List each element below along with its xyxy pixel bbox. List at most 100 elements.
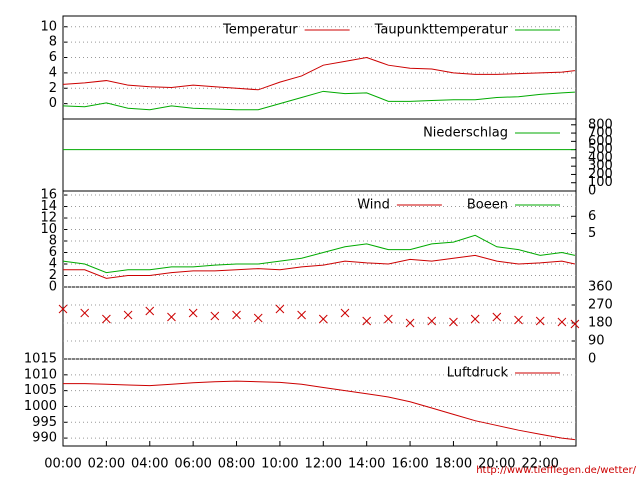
x-tick-label: 08:00: [218, 457, 255, 472]
x-tick-label: 00:00: [44, 457, 81, 472]
direction-point: [210, 311, 220, 321]
direction-point: [102, 314, 111, 324]
y2-tick-label: 90: [588, 334, 605, 349]
y-tick-label: 8: [49, 234, 57, 249]
direction-cross: [492, 312, 502, 322]
direction-point: [427, 316, 437, 326]
y-tick-label: 10: [40, 222, 57, 237]
direction-point: [232, 310, 241, 320]
series-line: [62, 56, 575, 91]
y2-tick-label: 0: [588, 352, 596, 367]
direction-cross: [384, 314, 393, 324]
direction-point: [275, 304, 285, 314]
y2-tick-label: 360: [588, 280, 613, 295]
y2-tick-label: 200: [588, 167, 613, 182]
direction-point: [58, 304, 68, 314]
series-line: [62, 90, 575, 111]
direction-cross: [145, 306, 155, 316]
direction-cross: [535, 316, 545, 326]
direction-point: [123, 310, 133, 320]
y-tick-label: 2: [49, 268, 57, 283]
direction-point: [570, 319, 580, 329]
direction-point: [449, 317, 458, 327]
direction-cross: [405, 318, 415, 328]
direction-point: [405, 318, 415, 328]
y-tick-label: 12: [40, 211, 57, 226]
x-tick-label: 14:00: [348, 457, 385, 472]
legend-label: Boeen: [467, 198, 508, 213]
y-tick-label: 1015: [24, 352, 57, 367]
direction-point: [492, 312, 502, 322]
direction-cross: [557, 317, 567, 327]
direction-point: [557, 317, 567, 327]
x-tick-label: 12:00: [305, 457, 342, 472]
x-tick-label: 18:00: [435, 457, 472, 472]
y-tick-label: 6: [49, 245, 57, 260]
direction-point: [145, 306, 155, 316]
direction-cross: [362, 316, 372, 326]
y-tick-label: 995: [32, 415, 57, 430]
x-tick-label: 10:00: [261, 457, 298, 472]
series-line: [63, 380, 575, 441]
direction-cross: [80, 308, 90, 318]
x-tick-label: 22:00: [521, 457, 558, 472]
legend-label: Wind: [357, 198, 390, 213]
legend-label: Temperatur: [222, 23, 298, 38]
direction-point: [470, 314, 480, 324]
x-tick-label: 16:00: [391, 457, 428, 472]
direction-point: [514, 315, 523, 325]
y-tick-label: 14: [40, 199, 57, 214]
y-tick-label: 1005: [24, 383, 57, 398]
y-tick-label: 1000: [24, 399, 57, 414]
direction-cross: [58, 304, 68, 314]
direction-point: [167, 312, 176, 322]
direction-cross: [514, 315, 523, 325]
direction-point: [80, 308, 90, 318]
y2-tick-label: 5: [588, 226, 596, 241]
y2-tick-label: 270: [588, 298, 613, 313]
direction-cross: [470, 314, 480, 324]
direction-cross: [102, 314, 111, 324]
x-tick-label: 04:00: [131, 457, 168, 472]
y2-tick-label: 0: [588, 184, 596, 199]
direction-cross: [253, 313, 263, 323]
y2-tick-label: 500: [588, 142, 613, 157]
y-tick-label: 1010: [24, 367, 57, 382]
direction-cross: [318, 314, 328, 324]
y2-tick-label: 100: [588, 175, 613, 190]
y-tick-label: 990: [32, 431, 57, 446]
direction-cross: [340, 308, 350, 318]
direction-cross: [570, 319, 580, 329]
y-tick-label: 0: [49, 280, 57, 295]
direction-cross: [449, 317, 458, 327]
source-link: http://www.tiefflegen.de/wetter/: [476, 465, 636, 476]
y2-tick-label: 6: [588, 209, 596, 224]
direction-cross: [232, 310, 241, 320]
y2-tick-label: 180: [588, 316, 613, 331]
direction-point: [253, 313, 263, 323]
direction-cross: [210, 311, 220, 321]
direction-point: [297, 310, 306, 320]
direction-cross: [297, 310, 306, 320]
direction-cross: [123, 310, 133, 320]
y-tick-label: 4: [49, 65, 57, 80]
series-line: [63, 254, 576, 279]
x-tick-label: 20:00: [478, 457, 515, 472]
direction-cross: [275, 304, 285, 314]
y2-tick-label: 800: [588, 117, 613, 132]
y-tick-label: 16: [40, 188, 57, 203]
direction-point: [362, 316, 372, 326]
direction-cross: [167, 312, 176, 322]
y2-tick-label: 700: [588, 126, 613, 141]
legend-label: Taupunkttemperatur: [374, 23, 509, 38]
direction-point: [188, 308, 198, 318]
direction-cross: [427, 316, 437, 326]
y2-tick-label: 600: [588, 134, 613, 149]
y-tick-label: 10: [40, 19, 57, 34]
direction-cross: [188, 308, 198, 318]
y2-tick-label: 400: [588, 150, 613, 165]
direction-point: [384, 314, 393, 324]
direction-point: [535, 316, 545, 326]
legend-label: Niederschlag: [423, 126, 508, 141]
